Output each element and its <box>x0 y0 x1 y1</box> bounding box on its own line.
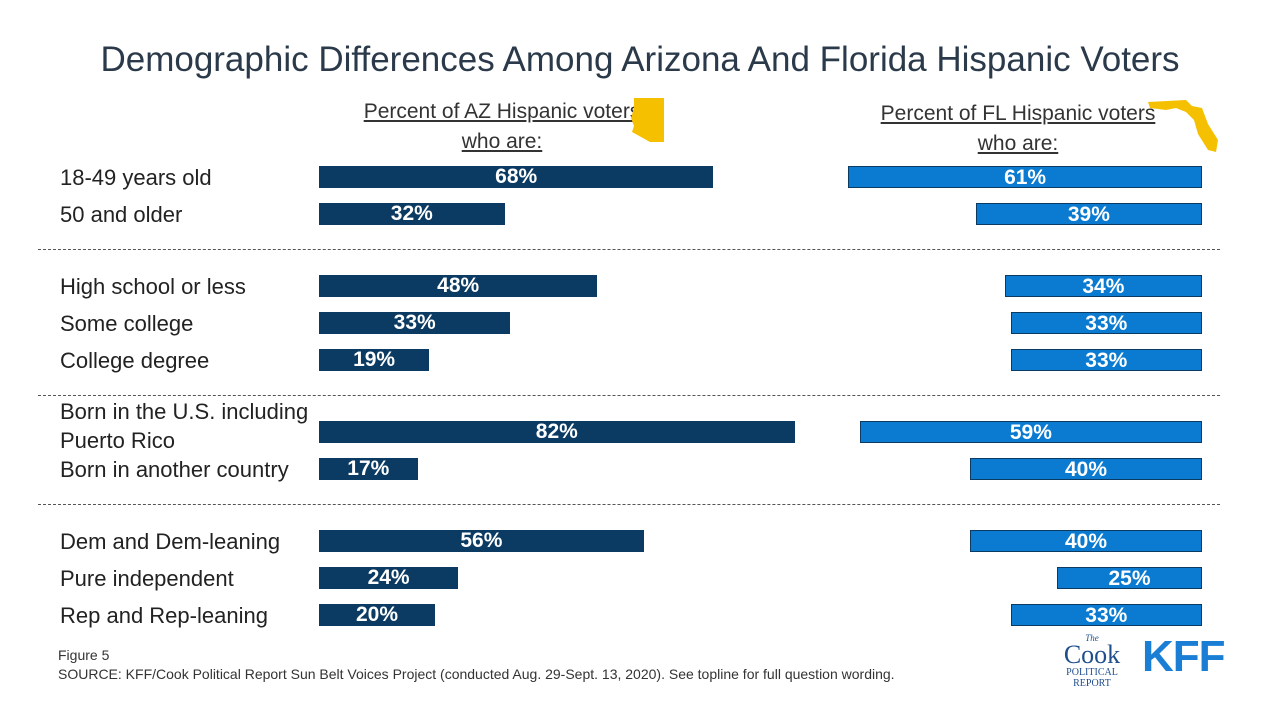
bar: 20% <box>319 604 435 626</box>
bar: 59% <box>859 421 1202 444</box>
bar: 33% <box>1010 312 1202 335</box>
separator <box>38 504 1220 505</box>
category-label: Some college <box>60 310 194 336</box>
category-label: 18-49 years old <box>60 164 212 190</box>
bar: 61% <box>848 166 1202 189</box>
bar: 39% <box>975 203 1202 226</box>
source-note: SOURCE: KFF/Cook Political Report Sun Be… <box>58 666 895 682</box>
arizona-icon <box>631 98 664 142</box>
bar: 40% <box>970 458 1202 481</box>
category-label: Born in the U.S. including Puerto Rico <box>60 399 309 453</box>
bar: 33% <box>1010 604 1202 627</box>
bar: 33% <box>1010 349 1202 372</box>
category-label: Born in another country <box>60 456 289 482</box>
separator <box>38 395 1220 396</box>
bar: 68% <box>319 166 714 188</box>
kff-logo: KFF <box>1142 632 1226 681</box>
cook-logo: The Cook POLITICAL REPORT <box>1052 633 1132 690</box>
logo-text: Cook <box>1063 640 1121 669</box>
bar: 40% <box>970 530 1202 553</box>
fl-header: Percent of FL Hispanic voters who are: <box>880 102 1156 155</box>
bar: 19% <box>319 349 430 371</box>
category-label: College degree <box>60 347 210 373</box>
category-label: Dem and Dem-leaning <box>60 528 281 554</box>
florida-icon <box>1148 100 1218 152</box>
category-label: Pure independent <box>60 565 234 591</box>
figure-label: Figure 5 <box>58 647 110 663</box>
category-label: 50 and older <box>60 201 183 227</box>
chart-title: Demographic Differences Among Arizona An… <box>100 40 1180 79</box>
bar: 33% <box>319 312 511 334</box>
bar: 48% <box>319 275 598 297</box>
logo-text: POLITICAL <box>1066 667 1118 678</box>
bar: 17% <box>319 458 418 480</box>
bar: 82% <box>319 421 795 443</box>
az-header: Percent of AZ Hispanic voters who are: <box>363 100 641 153</box>
bar: 34% <box>1004 275 1202 298</box>
bar: 56% <box>319 530 644 552</box>
bar: 32% <box>319 203 505 225</box>
category-label: Rep and Rep-leaning <box>60 602 268 628</box>
bar: 24% <box>319 567 459 589</box>
separator <box>38 249 1220 250</box>
logo-text: REPORT <box>1073 678 1111 689</box>
category-label: High school or less <box>60 273 246 299</box>
logo-text: The <box>1085 633 1099 643</box>
bar: 25% <box>1057 567 1202 590</box>
